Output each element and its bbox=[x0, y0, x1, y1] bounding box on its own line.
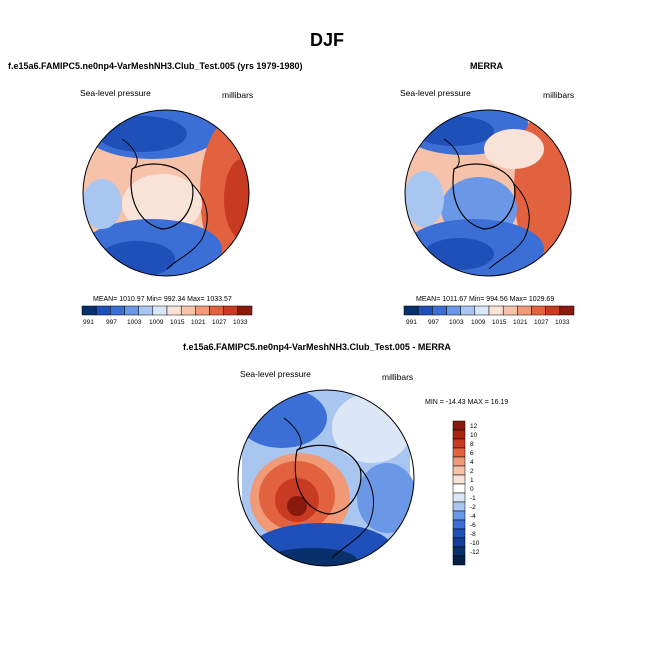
model-colorbar-tick: 997 bbox=[106, 319, 117, 326]
model-polar-map bbox=[82, 109, 250, 277]
diff-colorbar-tick: 10 bbox=[470, 432, 478, 439]
diff-colorbar-tick: -12 bbox=[470, 549, 480, 556]
diff-colorbar-tick: -4 bbox=[470, 513, 476, 520]
obs-colorbar bbox=[403, 305, 575, 316]
model-colorbar-tick: 1033 bbox=[233, 319, 248, 326]
obs-colorbar-tick: 1003 bbox=[449, 319, 464, 326]
diff-colorbar-tick: -8 bbox=[470, 531, 476, 538]
model-colorbar-tick: 1027 bbox=[212, 319, 227, 326]
diff-colorbar bbox=[452, 420, 466, 566]
model-colorbar bbox=[81, 305, 253, 316]
diff-panel-title: f.e15a6.FAMIPC5.ne0np4-VarMeshNH3.Club_T… bbox=[183, 342, 451, 352]
model-panel-title: f.e15a6.FAMIPC5.ne0np4-VarMeshNH3.Club_T… bbox=[8, 61, 303, 71]
obs-colorbar-tick: 1009 bbox=[471, 319, 486, 326]
model-stats: MEAN= 1010.97 Min= 992.34 Max= 1033.57 bbox=[93, 296, 232, 303]
model-units-label: millibars bbox=[222, 90, 254, 100]
diff-units-label: millibars bbox=[382, 372, 414, 382]
diff-colorbar-tick: 6 bbox=[470, 450, 474, 457]
obs-colorbar-tick: 1027 bbox=[534, 319, 549, 326]
diff-colorbar-tick: -1 bbox=[470, 495, 476, 502]
main-title: DJF bbox=[309, 30, 344, 50]
obs-colorbar-tick: 1015 bbox=[492, 319, 507, 326]
diff-colorbar-tick: 12 bbox=[470, 423, 478, 430]
diff-colorbar-tick: 1 bbox=[470, 477, 474, 484]
diff-colorbar-tick: -6 bbox=[470, 522, 476, 529]
model-variable-label: Sea-level pressure bbox=[80, 88, 151, 98]
obs-colorbar-tick: 1033 bbox=[555, 319, 570, 326]
diff-variable-label: Sea-level pressure bbox=[240, 369, 311, 379]
model-colorbar-tick: 1003 bbox=[127, 319, 142, 326]
model-colorbar-tick: 1015 bbox=[170, 319, 185, 326]
model-colorbar-tick: 991 bbox=[83, 319, 94, 326]
obs-colorbar-tick: 991 bbox=[406, 319, 417, 326]
diff-colorbar-tick: 4 bbox=[470, 459, 474, 466]
model-colorbar-tick: 1021 bbox=[191, 319, 206, 326]
obs-colorbar-tick: 997 bbox=[428, 319, 439, 326]
obs-variable-label: Sea-level pressure bbox=[400, 88, 471, 98]
obs-colorbar-tick: 1021 bbox=[513, 319, 528, 326]
diff-colorbar-tick: 0 bbox=[470, 486, 474, 493]
diff-colorbar-tick: 8 bbox=[470, 441, 474, 448]
obs-stats: MEAN= 1011.67 Min= 994.56 Max= 1029.69 bbox=[416, 296, 555, 303]
model-colorbar-tick: 1009 bbox=[149, 319, 164, 326]
diff-colorbar-tick: 2 bbox=[470, 468, 474, 475]
obs-panel-title: MERRA bbox=[470, 61, 503, 71]
obs-units-label: millibars bbox=[543, 90, 575, 100]
diff-colorbar-tick: -2 bbox=[470, 504, 476, 511]
diff-colorbar-tick: -10 bbox=[470, 540, 480, 547]
diff-polar-map bbox=[237, 389, 415, 567]
obs-polar-map bbox=[404, 109, 572, 277]
diff-stats: MIN = -14.43 MAX = 16.19 bbox=[425, 399, 509, 406]
